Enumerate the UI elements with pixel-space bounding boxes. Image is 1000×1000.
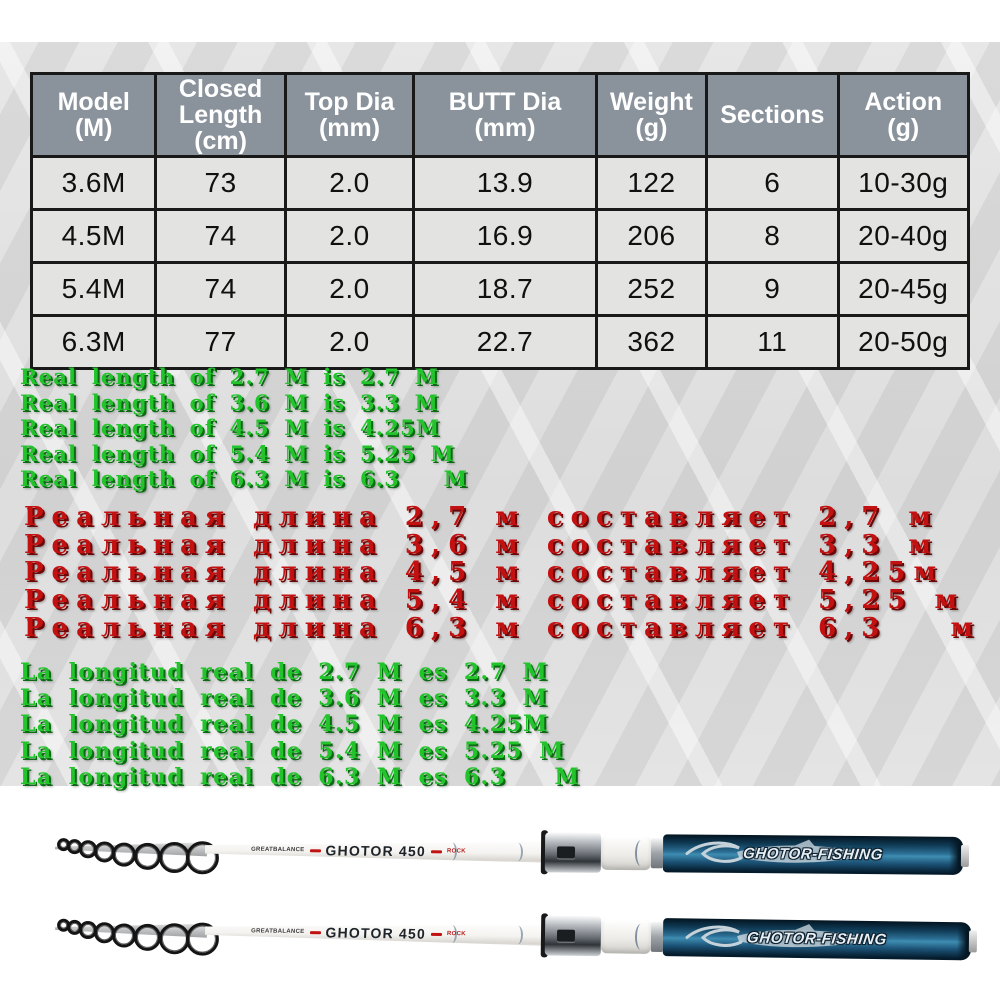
note-line: Real length of 6.3 M is 6.3 M xyxy=(20,466,469,492)
cell-model: 6.3M xyxy=(29,314,158,370)
brand-dash-icon xyxy=(309,930,321,934)
cell-top-dia: 2.0 xyxy=(283,261,416,317)
note-line: Реальная длина 5,4 м составляет 5,25 м xyxy=(24,585,966,616)
metal-collar xyxy=(650,838,664,869)
cell-butt-dia: 16.9 xyxy=(412,208,598,264)
fore-grip xyxy=(600,835,652,871)
cell-weight: 362 xyxy=(594,314,709,370)
cell-top-dia: 2.0 xyxy=(283,208,416,264)
col-header-top-dia: Top Dia (mm) xyxy=(283,72,416,158)
brand-small-left-label: GREATBALANCE xyxy=(250,928,305,936)
note-line: Real length of 3.6 M is 3.3 M xyxy=(20,389,440,415)
rod-model-label: GHOTOR 450 xyxy=(325,842,427,860)
cell-top-dia: 2.0 xyxy=(283,155,416,211)
table-row: 3.6M 73 2.0 13.9 122 6 10-30g xyxy=(29,155,971,211)
table-row: 4.5M 74 2.0 16.9 206 8 20-40g xyxy=(29,208,971,264)
brand-dash-icon xyxy=(430,849,443,853)
cell-weight: 122 xyxy=(594,155,709,211)
spec-table: Model (M) Closed Length (cm) Top Dia (mm… xyxy=(29,72,971,370)
fish-logo-icon xyxy=(685,924,875,948)
col-header-action: Action (g) xyxy=(836,72,971,158)
cell-sections: 6 xyxy=(705,155,840,211)
cell-weight: 252 xyxy=(594,261,709,317)
cell-sections: 8 xyxy=(705,208,840,264)
col-header-model: Model (M) xyxy=(29,72,158,158)
shaft-brand-print: GREATBALANCE GHOTOR 450 ROCK xyxy=(251,842,467,860)
cell-action: 20-40g xyxy=(836,208,971,264)
spec-table-header-row: Model (M) Closed Length (cm) Top Dia (mm… xyxy=(29,72,971,158)
cell-model: 5.4M xyxy=(29,261,158,317)
reel-seat-slot xyxy=(556,929,576,942)
grip-seam xyxy=(634,923,648,950)
cell-closed-length: 74 xyxy=(154,261,287,317)
note-line: Реальная длина 4,5 м составляет 4,25м xyxy=(24,557,945,588)
note-line: Реальная длина 2,7 м составляет 2,7 м xyxy=(24,502,939,532)
note-line: La longitud real de 5.4 M es 5.25 M xyxy=(20,737,565,764)
note-line: Real length of 2.7 M is 2.7 M xyxy=(20,364,440,389)
rod-model-label: GHOTOR 450 xyxy=(325,924,427,942)
fish-logo-icon xyxy=(685,839,875,863)
col-header-butt-dia: BUTT Dia (mm) xyxy=(412,72,598,158)
col-header-weight: Weight (g) xyxy=(594,72,709,158)
reel-seat-slot xyxy=(556,846,576,859)
fishing-rod-photo-top: GREATBALANCE GHOTOR 450 ROCK GHOTOR-FISH… xyxy=(55,818,970,886)
grip-seam xyxy=(634,840,648,867)
brand-small-right-label: ROCK xyxy=(446,848,466,855)
col-header-sections: Sections xyxy=(705,72,840,158)
note-line: La longitud real de 3.6 M es 3.3 M xyxy=(20,685,549,712)
cell-top-dia: 2.0 xyxy=(283,314,416,370)
cell-butt-dia: 18.7 xyxy=(412,261,598,317)
cell-closed-length: 73 xyxy=(154,155,287,211)
note-line: Реальная длина 3,6 м составляет 3,3 м xyxy=(24,529,939,560)
note-line: Real length of 4.5 M is 4.25M xyxy=(20,415,441,441)
metal-collar xyxy=(650,921,664,953)
cell-butt-dia: 13.9 xyxy=(412,155,598,211)
cell-butt-dia: 22.7 xyxy=(412,314,598,370)
rod-butt-section: GHOTOR-FISHING xyxy=(662,918,978,961)
cell-closed-length: 77 xyxy=(154,314,287,370)
real-length-notes-english: Real length of 2.7 M is 2.7 M Real lengt… xyxy=(20,364,468,492)
brand-small-left-label: GREATBALANCE xyxy=(250,846,305,854)
cell-sections: 9 xyxy=(705,261,840,317)
note-line: La longitud real de 6.3 M es 6.3 M xyxy=(20,763,581,790)
brand-small-right-label: ROCK xyxy=(446,931,466,938)
brand-dash-icon xyxy=(309,848,321,852)
butt-tip-cap xyxy=(968,930,978,953)
butt-brand-label: GHOTOR-FISHING xyxy=(746,929,888,949)
guide-ring xyxy=(111,842,137,867)
cell-model: 4.5M xyxy=(29,208,158,264)
butt-tip-cap xyxy=(960,845,970,867)
cell-action: 20-50g xyxy=(836,314,971,370)
cell-model: 3.6M xyxy=(29,155,158,211)
real-length-notes-spanish: La longitud real de 2.7 M es 2.7 M La lo… xyxy=(20,659,580,790)
col-header-closed-length: Closed Length (cm) xyxy=(154,72,287,158)
reel-seat xyxy=(544,915,602,957)
cell-action: 20-45g xyxy=(836,261,971,317)
table-row: 6.3M 77 2.0 22.7 362 11 20-50g xyxy=(29,314,971,370)
guide-ring xyxy=(133,923,162,952)
shaft-brand-print: GREATBALANCE GHOTOR 450 ROCK xyxy=(251,923,467,942)
butt-brand-label: GHOTOR-FISHING xyxy=(742,845,884,864)
fishing-rod-photo-bottom: GREATBALANCE GHOTOR 450 ROCK GHOTOR-FISH… xyxy=(55,899,978,972)
reel-seat xyxy=(544,832,602,873)
fore-grip xyxy=(600,919,652,954)
cell-action: 10-30g xyxy=(836,155,971,211)
note-line: Real length of 5.4 M is 5.25 M xyxy=(20,440,455,466)
rod-butt-section: GHOTOR-FISHING xyxy=(662,834,970,875)
cell-sections: 11 xyxy=(705,314,840,370)
note-line: La longitud real de 4.5 M es 4.25M xyxy=(20,711,549,738)
guide-ring xyxy=(133,842,162,870)
note-line: La longitud real de 2.7 M es 2.7 M xyxy=(20,659,549,685)
note-line: Реальная длина 6,3 м составляет 6,3 м xyxy=(24,612,982,643)
table-row: 5.4M 74 2.0 18.7 252 9 20-45g xyxy=(29,261,971,317)
guide-ring xyxy=(111,923,137,948)
cell-closed-length: 74 xyxy=(154,208,287,264)
cell-weight: 206 xyxy=(594,208,709,264)
real-length-notes-russian: Реальная длина 2,7 м составляет 2,7 м Ре… xyxy=(24,502,982,643)
brand-dash-icon xyxy=(430,932,443,936)
